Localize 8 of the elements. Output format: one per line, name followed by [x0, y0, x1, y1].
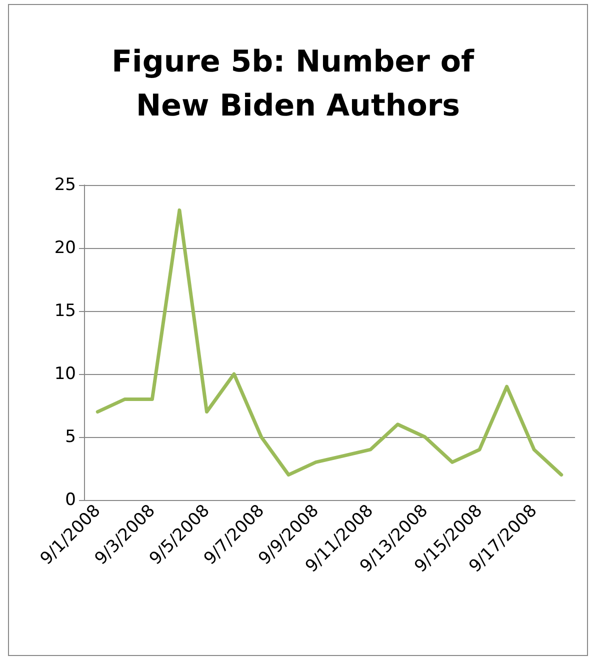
chart-title: Figure 5b: Number of New Biden Authors: [112, 44, 484, 124]
y-tick-label: 15: [54, 301, 76, 321]
y-tick-label: 0: [65, 490, 76, 510]
line-series: [96, 208, 564, 477]
y-tick-label: 20: [54, 238, 76, 258]
y-tick-label: 5: [65, 427, 76, 447]
y-tick-label: 10: [54, 364, 76, 384]
y-tick-label: 25: [54, 175, 76, 195]
